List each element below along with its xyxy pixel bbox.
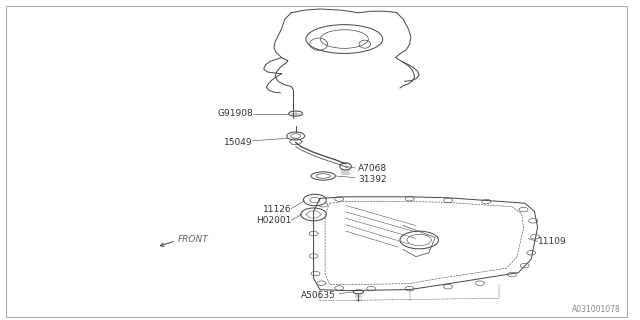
Circle shape bbox=[520, 263, 529, 268]
Circle shape bbox=[519, 207, 528, 212]
Ellipse shape bbox=[287, 132, 305, 140]
Text: H02001: H02001 bbox=[256, 216, 291, 225]
Circle shape bbox=[335, 286, 344, 290]
Circle shape bbox=[367, 286, 376, 291]
Ellipse shape bbox=[340, 163, 351, 170]
Circle shape bbox=[476, 281, 484, 285]
Circle shape bbox=[529, 219, 538, 223]
Circle shape bbox=[527, 251, 536, 255]
Text: A031001078: A031001078 bbox=[572, 305, 621, 314]
Text: 11126: 11126 bbox=[262, 205, 291, 214]
Circle shape bbox=[317, 281, 326, 285]
Text: 31392: 31392 bbox=[358, 175, 387, 184]
Circle shape bbox=[309, 231, 318, 236]
Circle shape bbox=[301, 208, 326, 221]
Text: A7068: A7068 bbox=[358, 164, 388, 172]
Text: A50635: A50635 bbox=[301, 291, 336, 300]
Circle shape bbox=[311, 271, 320, 276]
Circle shape bbox=[335, 197, 344, 201]
Circle shape bbox=[309, 254, 318, 258]
Circle shape bbox=[531, 235, 540, 239]
Circle shape bbox=[405, 286, 414, 291]
Circle shape bbox=[444, 284, 452, 289]
Circle shape bbox=[482, 199, 491, 204]
Ellipse shape bbox=[353, 290, 364, 294]
Circle shape bbox=[405, 196, 414, 201]
Text: 11109: 11109 bbox=[538, 237, 566, 246]
Circle shape bbox=[508, 272, 516, 277]
Ellipse shape bbox=[289, 111, 303, 116]
Circle shape bbox=[319, 203, 328, 207]
Circle shape bbox=[444, 198, 452, 203]
Text: FRONT: FRONT bbox=[178, 236, 209, 244]
Text: 15049: 15049 bbox=[224, 138, 253, 147]
Ellipse shape bbox=[311, 172, 335, 180]
Text: G91908: G91908 bbox=[217, 109, 253, 118]
Circle shape bbox=[303, 194, 326, 206]
Circle shape bbox=[311, 212, 320, 217]
